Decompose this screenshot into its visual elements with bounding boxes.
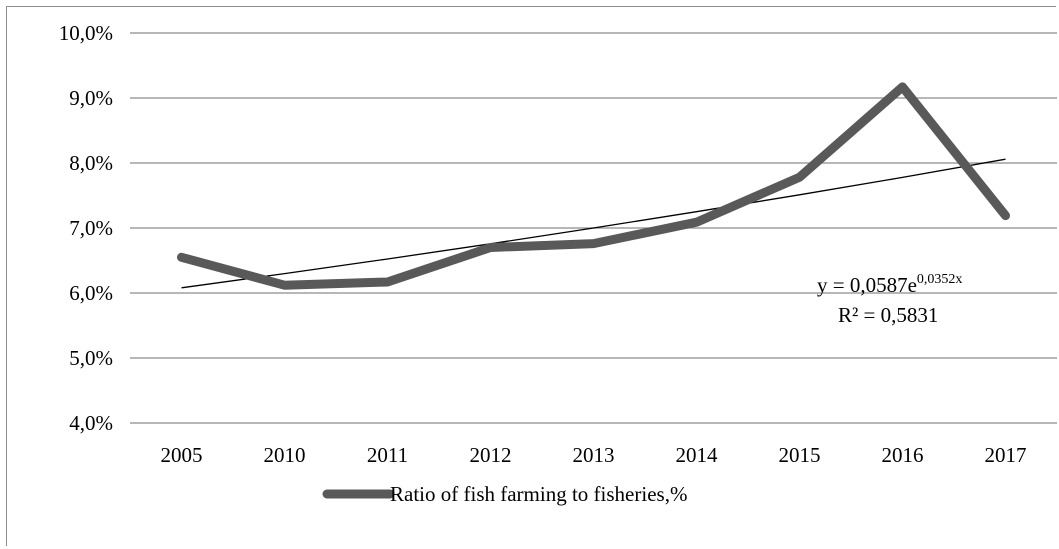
x-tick-label: 2017	[985, 443, 1027, 467]
legend-label: Ratio of fish farming to fisheries,%	[390, 482, 687, 506]
x-tick-label: 2013	[573, 443, 615, 467]
series-group	[177, 82, 1010, 290]
data-point	[799, 176, 800, 178]
x-tick-label: 2005	[161, 443, 203, 467]
y-tick-label: 5,0%	[69, 346, 113, 370]
r-squared-label: R² = 0,5831	[838, 303, 938, 327]
x-tick-label: 2011	[367, 443, 408, 467]
data-point	[181, 256, 182, 258]
series-line	[177, 82, 1010, 290]
x-tick-label: 2016	[882, 443, 924, 467]
data-point	[696, 221, 697, 223]
trendline-annotation: y = 0,0587e0,0352x R² = 0,5831	[817, 272, 962, 327]
data-point	[593, 243, 594, 245]
trendline	[181, 158, 1006, 289]
data-point	[902, 86, 903, 88]
y-tick-label: 6,0%	[69, 281, 113, 305]
data-point	[387, 281, 388, 283]
y-tick-label: 7,0%	[69, 216, 113, 240]
x-tick-label: 2010	[264, 443, 306, 467]
x-axis-ticks: 2005 2010 2011 2012 2013 2014 2015 2016 2017	[161, 443, 1027, 467]
y-tick-label: 8,0%	[69, 151, 113, 175]
x-tick-label: 2014	[676, 443, 719, 467]
trendline-group	[181, 158, 1006, 289]
data-point	[490, 247, 491, 248]
data-point	[1005, 215, 1006, 217]
trend-equation: y = 0,0587e0,0352x	[817, 272, 962, 297]
y-axis-ticks: 4,0% 5,0% 6,0% 7,0% 8,0% 9,0% 10,0%	[59, 21, 113, 435]
y-tick-label: 10,0%	[59, 21, 113, 45]
legend: Ratio of fish farming to fisheries,%	[322, 482, 687, 506]
y-tick-label: 4,0%	[69, 411, 113, 435]
x-tick-label: 2015	[779, 443, 821, 467]
x-tick-label: 2012	[470, 443, 512, 467]
y-tick-label: 9,0%	[69, 86, 113, 110]
data-point	[284, 284, 285, 286]
chart-frame	[6, 6, 1056, 546]
